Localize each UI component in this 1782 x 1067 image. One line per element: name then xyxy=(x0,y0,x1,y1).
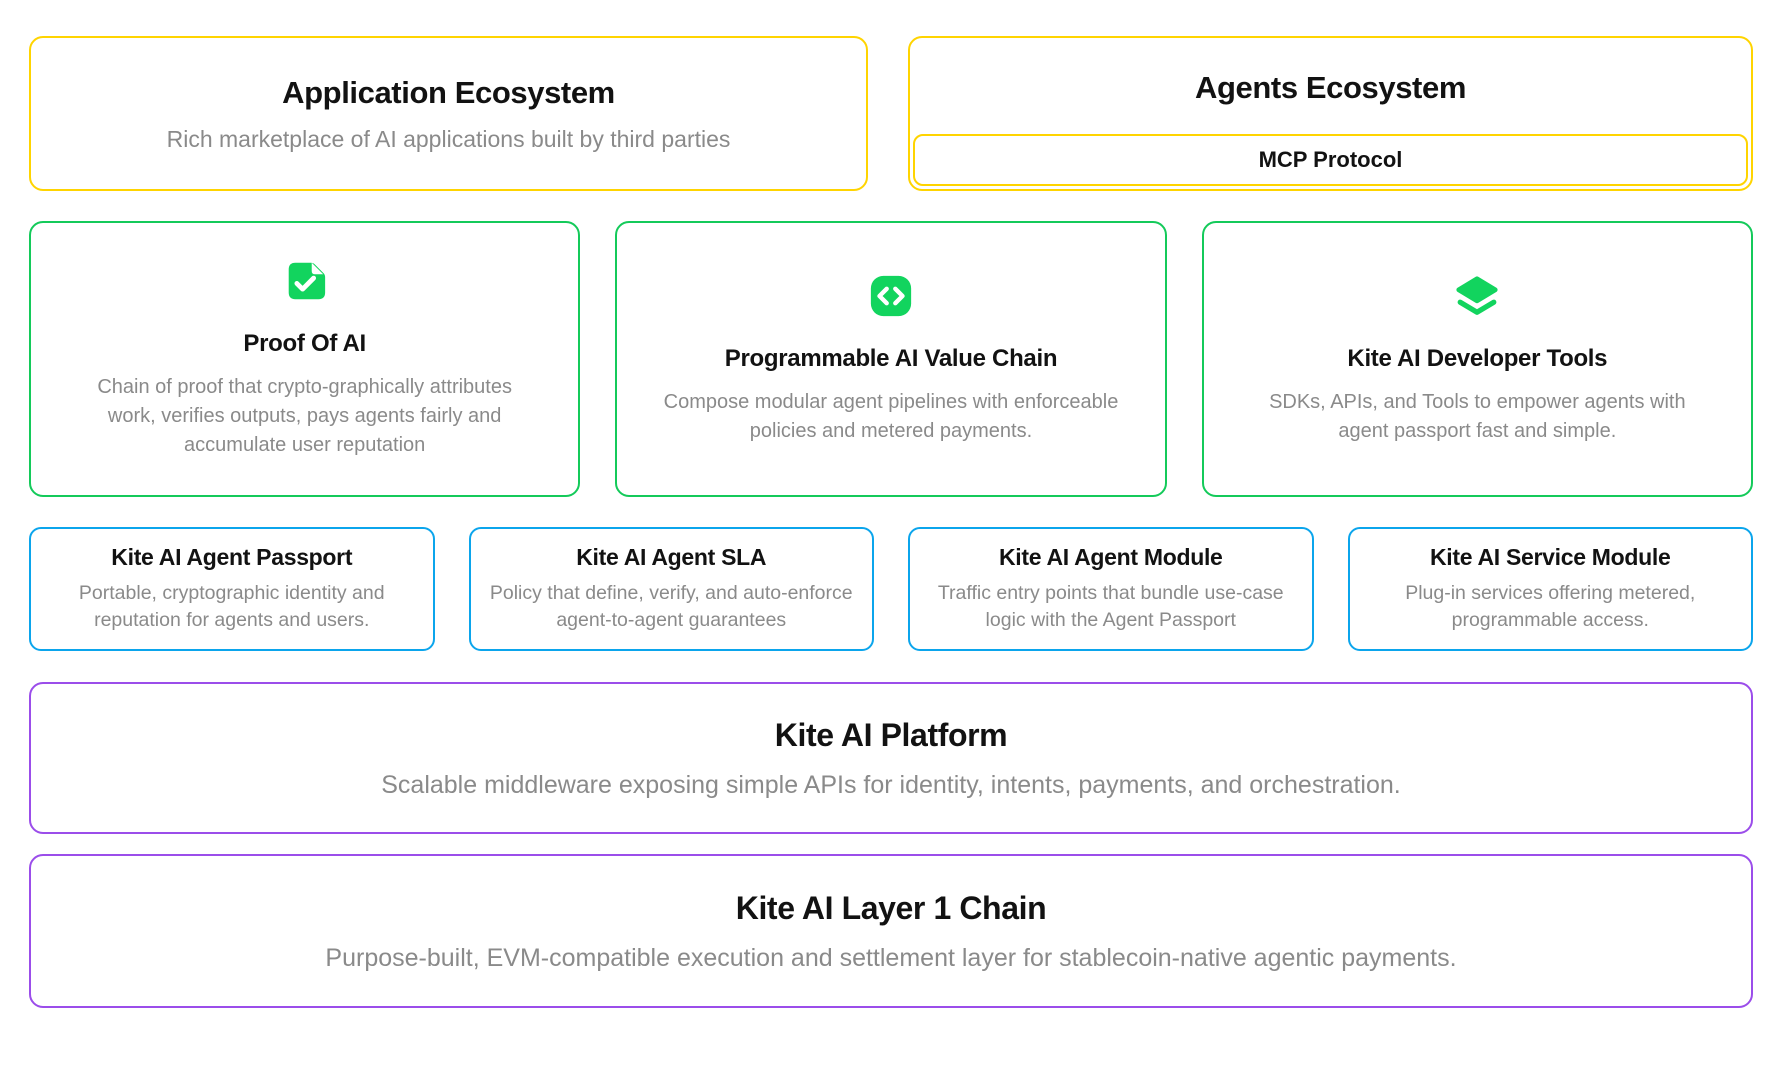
layer1-row: Kite AI Layer 1 Chain Purpose-built, EVM… xyxy=(29,854,1753,1008)
module-row: Kite AI Agent Passport Portable, cryptog… xyxy=(29,527,1753,651)
application-ecosystem-title: Application Ecosystem xyxy=(282,74,615,110)
proof-of-ai-subtitle: Chain of proof that crypto-graphically a… xyxy=(97,376,512,456)
programmable-value-chain-card: Programmable AI Value Chain Compose modu… xyxy=(615,221,1167,497)
agent-passport-subtitle: Portable, cryptographic identity and rep… xyxy=(78,581,385,632)
ecosystem-row: Application Ecosystem Rich marketplace o… xyxy=(29,36,1753,191)
agent-sla-subtitle: Policy that define, verify, and auto-enf… xyxy=(489,581,853,632)
file-check-icon xyxy=(282,258,328,304)
programmable-value-chain-subtitle: Compose modular agent pipelines with enf… xyxy=(663,390,1119,442)
platform-row: Kite AI Platform Scalable middleware exp… xyxy=(29,682,1753,834)
agent-passport-card: Kite AI Agent Passport Portable, cryptog… xyxy=(29,527,435,651)
agents-ecosystem-card: Agents Ecosystem MCP Protocol xyxy=(908,36,1753,191)
platform-title: Kite AI Platform xyxy=(774,716,1008,753)
mcp-protocol-label: MCP Protocol xyxy=(1258,147,1403,172)
agent-sla-title: Kite AI Agent SLA xyxy=(576,543,767,570)
platform-card: Kite AI Platform Scalable middleware exp… xyxy=(29,682,1753,834)
agent-module-card: Kite AI Agent Module Traffic entry point… xyxy=(908,527,1314,651)
agent-module-title: Kite AI Agent Module xyxy=(998,543,1223,570)
developer-tools-subtitle: SDKs, APIs, and Tools to empower agents … xyxy=(1269,390,1686,442)
layer1-chain-title: Kite AI Layer 1 Chain xyxy=(735,889,1047,926)
proof-of-ai-title: Proof Of AI xyxy=(243,330,366,357)
agent-passport-title: Kite AI Agent Passport xyxy=(111,543,353,570)
layer1-chain-card: Kite AI Layer 1 Chain Purpose-built, EVM… xyxy=(29,854,1753,1008)
proof-of-ai-card: Proof Of AI Chain of proof that crypto-g… xyxy=(29,221,581,497)
service-module-title: Kite AI Service Module xyxy=(1429,543,1671,570)
developer-tools-card: Kite AI Developer Tools SDKs, APIs, and … xyxy=(1201,221,1753,497)
developer-tools-title: Kite AI Developer Tools xyxy=(1347,344,1608,372)
code-icon xyxy=(868,273,914,319)
programmable-value-chain-title: Programmable AI Value Chain xyxy=(724,344,1058,372)
kite-ai-architecture-diagram: Application Ecosystem Rich marketplace o… xyxy=(29,36,1753,1008)
application-ecosystem-subtitle: Rich marketplace of AI applications buil… xyxy=(166,125,731,152)
agent-module-subtitle: Traffic entry points that bundle use-cas… xyxy=(937,581,1284,632)
agents-ecosystem-title: Agents Ecosystem xyxy=(1195,69,1466,105)
agent-sla-card: Kite AI Agent SLA Policy that define, ve… xyxy=(468,527,874,651)
application-ecosystem-card: Application Ecosystem Rich marketplace o… xyxy=(29,36,868,191)
service-module-subtitle: Plug-in services offering metered, progr… xyxy=(1405,581,1696,632)
service-module-card: Kite AI Service Module Plug-in services … xyxy=(1347,527,1753,651)
capability-row: Proof Of AI Chain of proof that crypto-g… xyxy=(29,221,1753,497)
agents-ecosystem-title-zone: Agents Ecosystem xyxy=(913,41,1748,134)
layer1-chain-subtitle: Purpose-built, EVM-compatible execution … xyxy=(325,943,1457,972)
platform-subtitle: Scalable middleware exposing simple APIs… xyxy=(381,770,1401,799)
mcp-protocol-box: MCP Protocol xyxy=(913,134,1748,186)
layers-icon xyxy=(1452,273,1502,319)
